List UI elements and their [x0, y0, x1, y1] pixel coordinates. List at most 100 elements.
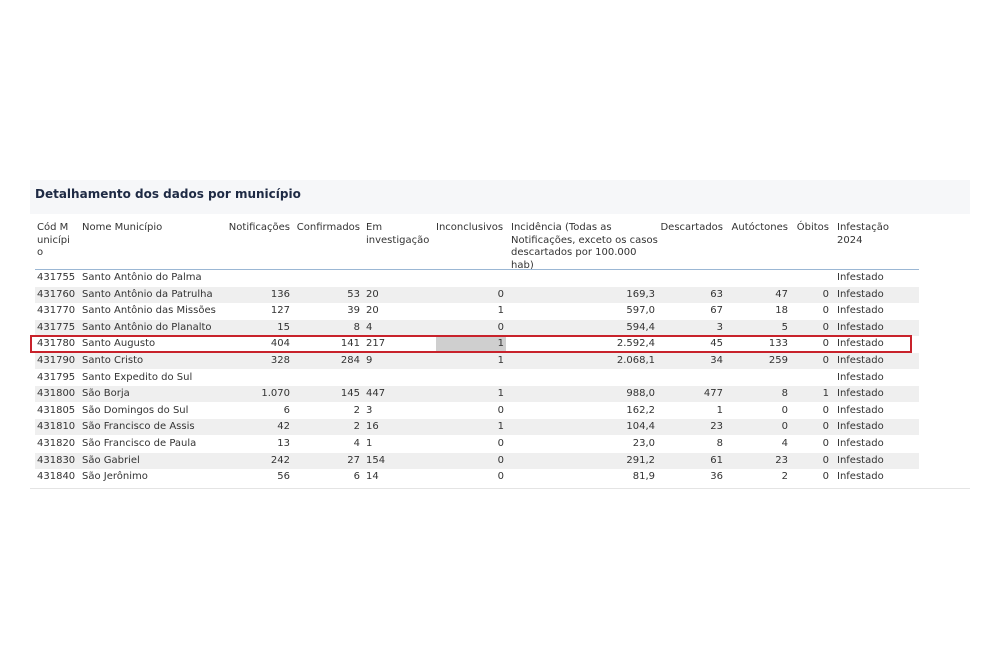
- table-cell: 1: [497, 421, 504, 433]
- table-cell: 0: [822, 438, 829, 449]
- incon-bar: [436, 336, 506, 353]
- row-background: [35, 319, 919, 336]
- table-cell: 0: [822, 454, 829, 466]
- table-cell: 39: [347, 305, 360, 317]
- table-cell: 136: [270, 288, 290, 300]
- table-cell: 291,2: [626, 454, 655, 466]
- column-header: Nome Município: [82, 222, 163, 233]
- table-cell: 217: [366, 338, 386, 350]
- table-cell: 1: [716, 404, 723, 416]
- table-cell: 328: [270, 355, 290, 366]
- table-cell: Santo Antônio das Missões: [82, 305, 216, 317]
- table-cell: São Francisco de Paula: [82, 438, 197, 449]
- row-background: [35, 419, 919, 436]
- table-cell: Santo Antônio da Patrulha: [82, 288, 213, 300]
- table-cell: Infestado: [837, 421, 884, 433]
- table-cell: 13: [277, 438, 290, 449]
- table-cell: 20: [366, 305, 379, 317]
- table-cell: 0: [497, 438, 504, 449]
- table-cell: 597,0: [626, 305, 655, 317]
- table-cell: 45: [710, 338, 723, 350]
- table-cell: 18: [775, 305, 788, 317]
- table-cell: Infestado: [837, 355, 884, 366]
- column-header: Infestação 2024: [837, 222, 889, 246]
- row-background: [35, 386, 919, 403]
- table-cell: São Jerônimo: [82, 471, 148, 483]
- table-cell: 1: [822, 388, 829, 400]
- table-cell: 56: [277, 471, 290, 483]
- table-cell: 53: [347, 288, 360, 300]
- table-cell: Infestado: [837, 438, 884, 449]
- table-cell: 6: [283, 404, 290, 416]
- table-cell: 27: [347, 454, 360, 466]
- table-cell: 242: [270, 454, 290, 466]
- table-cell: 0: [822, 305, 829, 317]
- column-header: Inconclusivos: [436, 222, 504, 233]
- table-cell: 0: [497, 471, 504, 483]
- table-cell: 162,2: [626, 404, 655, 416]
- column-header: Autóctones: [731, 222, 788, 233]
- table-cell: 0: [781, 421, 788, 433]
- table-cell: 0: [822, 321, 829, 333]
- table-cell: 431775: [37, 321, 76, 333]
- table-cell: 16: [366, 421, 379, 433]
- column-header: Óbitos: [796, 222, 829, 233]
- column-header: Incidência (Todas as Notificações, excet…: [511, 222, 658, 271]
- table-cell: 3: [716, 321, 723, 333]
- table-cell: 431770: [37, 305, 76, 317]
- highlight-box: [30, 335, 912, 354]
- table-cell: Infestado: [837, 321, 884, 333]
- table-cell: 2.068,1: [616, 355, 655, 366]
- table-cell: 431800: [37, 388, 76, 400]
- table-cell: Infestado: [837, 471, 884, 483]
- table-cell: 988,0: [626, 388, 655, 400]
- table-cell: 5: [781, 321, 788, 333]
- table-cell: 1: [497, 338, 504, 350]
- table-cell: 404: [270, 338, 290, 350]
- table-cell: Infestado: [837, 288, 884, 300]
- table-cell: Santo Expedito do Sul: [82, 371, 193, 383]
- table-cell: 2: [353, 404, 360, 416]
- table-cell: 9: [366, 355, 373, 366]
- table-cell: 0: [822, 355, 829, 366]
- header-divider: [35, 269, 919, 270]
- table-cell: Infestado: [837, 272, 884, 283]
- table-cell: 23: [710, 421, 723, 433]
- table-cell: 0: [822, 471, 829, 483]
- table-cell: 8: [716, 438, 723, 449]
- table-cell: 431820: [37, 438, 76, 449]
- table-cell: 4: [366, 321, 373, 333]
- table-cell: 61: [710, 454, 723, 466]
- table-cell: 133: [768, 338, 788, 350]
- table-cell: 145: [340, 388, 360, 400]
- table-cell: São Domingos do Sul: [82, 404, 189, 416]
- table-cell: 6: [353, 471, 360, 483]
- table-cell: 81,9: [632, 471, 655, 483]
- table-cell: 2.592,4: [616, 338, 655, 350]
- table-cell: 20: [366, 288, 379, 300]
- table-cell: 23: [775, 454, 788, 466]
- table-cell: 36: [710, 471, 723, 483]
- table-cell: 431755: [37, 272, 76, 283]
- table-cell: 4: [781, 438, 788, 449]
- table-cell: 431810: [37, 421, 76, 433]
- table-cell: 431790: [37, 355, 76, 366]
- table-cell: 34: [710, 355, 723, 366]
- table-cell: 8: [781, 388, 788, 400]
- table-cell: Infestado: [837, 338, 884, 350]
- table-cell: 431795: [37, 371, 76, 383]
- table-cell: 0: [497, 454, 504, 466]
- table-cell: 0: [497, 288, 504, 300]
- table-cell: 0: [822, 288, 829, 300]
- table-cell: 3: [366, 404, 373, 416]
- table-cell: 284: [340, 355, 360, 366]
- table-cell: 1: [366, 438, 373, 449]
- table-cell: Santo Augusto: [82, 338, 156, 350]
- table-cell: 127: [270, 305, 290, 317]
- table-cell: São Francisco de Assis: [82, 421, 195, 433]
- column-header: Descartados: [660, 222, 723, 233]
- table-cell: 154: [366, 454, 386, 466]
- table-cell: 431780: [37, 338, 76, 350]
- table-cell: 169,3: [626, 288, 655, 300]
- row-background: [35, 353, 919, 369]
